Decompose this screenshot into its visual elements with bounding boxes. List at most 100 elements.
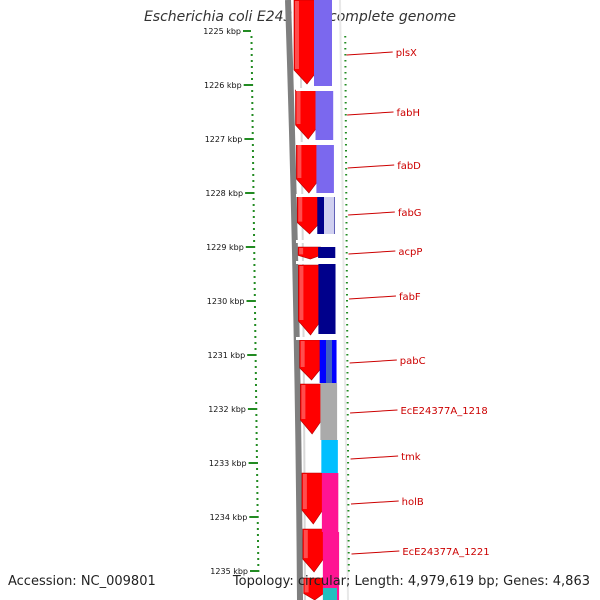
gene-label-fabh[interactable]: fabH [396,108,420,119]
ruler-minor-tick [254,378,257,380]
cds-arrow[interactable] [301,472,324,525]
gene-label-fabg[interactable]: fabG [398,208,422,219]
gene-track-tick [347,546,350,548]
gene-block[interactable] [322,532,340,600]
gene-label-holb[interactable]: holB [402,497,424,508]
ruler-minor-tick [254,312,257,314]
gene-block[interactable] [321,473,339,532]
gene-track-tick [346,426,349,428]
cds-arrow[interactable] [300,383,323,435]
gene-track-tick [347,558,350,560]
gene-track-tick [347,450,349,452]
ruler-minor-tick [253,306,256,308]
ruler-minor-tick [251,144,254,146]
gene-label-plsx[interactable]: plsX [396,48,417,59]
gene-track-tick [346,444,349,446]
gene-track-tick [345,276,348,278]
gene-track-tick [347,498,350,500]
ruler-tick-label: 1226 kbp [204,81,242,90]
ruler-minor-tick [255,420,258,422]
gene-gap [296,240,340,243]
ruler-minor-tick [251,102,254,104]
gene-track-tick [345,216,348,218]
ruler-minor-tick [251,114,254,116]
ruler-minor-tick [254,342,257,344]
gene-track-tick [345,222,348,224]
gene-track-tick [347,552,350,554]
ruler-tick-label: 1234 kbp [210,513,248,522]
gene-label-tmk[interactable]: tmk [401,452,421,463]
gene-block[interactable] [321,440,338,473]
gene-track-tick [344,144,347,146]
ruler-minor-tick [251,90,254,92]
gene-track-tick [344,72,347,74]
ruler-minor-tick [256,534,259,536]
gene-label-pabc[interactable]: pabC [400,356,426,367]
cds-arrow[interactable] [293,0,319,85]
cds-arrow-highlight [295,1,299,69]
gene-gap [296,194,340,197]
gene-label-fabd[interactable]: fabD [397,161,421,172]
gene-leader-line [350,409,398,414]
gene-track-tick [346,378,349,380]
gene-track-tick [345,162,348,164]
gene-leader-line [350,500,399,505]
gene-track-tick [344,78,347,80]
gene-label-acpp[interactable]: acpP [398,247,422,258]
gene-leader-line [346,51,393,56]
gene-track-tick [345,270,348,272]
gene-label-fabf[interactable]: fabF [399,292,421,303]
gene-leader-line [349,359,397,364]
gene-gap [296,261,340,264]
backbone-right [339,0,349,600]
gene-track-tick [344,60,347,62]
gene-track-tick [344,108,347,110]
gene-track-tick [346,402,349,404]
ruler-minor-tick [252,162,255,164]
ruler-minor-tick [255,426,258,428]
gene-track-tick [347,492,350,494]
ruler-minor-tick [256,504,259,506]
gene-block[interactable] [314,0,332,86]
cds-arrow[interactable] [303,577,325,600]
cds-arrow[interactable] [297,246,321,260]
gene-track-tick [347,468,350,470]
ruler-minor-tick [256,486,259,488]
gene-track-tick [344,48,347,50]
ruler-minor-tick [255,438,258,440]
ruler-minor-tick [255,390,258,392]
gene-track-tick [347,462,350,464]
ruler-minor-tick [250,66,253,68]
gene-track-tick [347,522,350,524]
cds-arrow[interactable] [298,264,321,336]
gene-label-ece24377a_1221[interactable]: EcE24377A_1221 [402,547,489,558]
gene-track-tick [344,120,347,122]
gene-block[interactable] [320,383,338,440]
ruler-minor-tick [257,546,260,548]
ruler-minor-tick [252,216,255,218]
ruler-minor-tick [257,564,260,566]
cds-track [293,0,325,600]
gene-leader-line [348,211,395,216]
ruler-minor-tick [255,462,258,464]
gene-track-tick [344,132,347,134]
gene-track-tick [345,180,348,182]
gene-track-tick [346,336,349,338]
gene-track-tick [345,204,348,206]
gene-block[interactable] [316,144,334,193]
ruler-tick-label: 1225 kbp [203,27,241,36]
ruler-minor-tick [257,570,260,572]
gene-track-tick [344,90,347,92]
ruler-minor-tick [250,72,253,74]
ruler-minor-tick [252,222,255,224]
gene-block[interactable] [318,247,336,258]
gene-block[interactable] [315,90,334,140]
ruler-minor-tick [253,252,256,254]
gene-block[interactable] [318,264,336,334]
cds-arrow[interactable] [302,528,324,573]
gene-gap [296,142,340,145]
gene-label-ece24377a_1218[interactable]: EcE24377A_1218 [400,406,487,417]
gene-track-tick [345,282,348,284]
gene-track-tick [346,432,349,434]
